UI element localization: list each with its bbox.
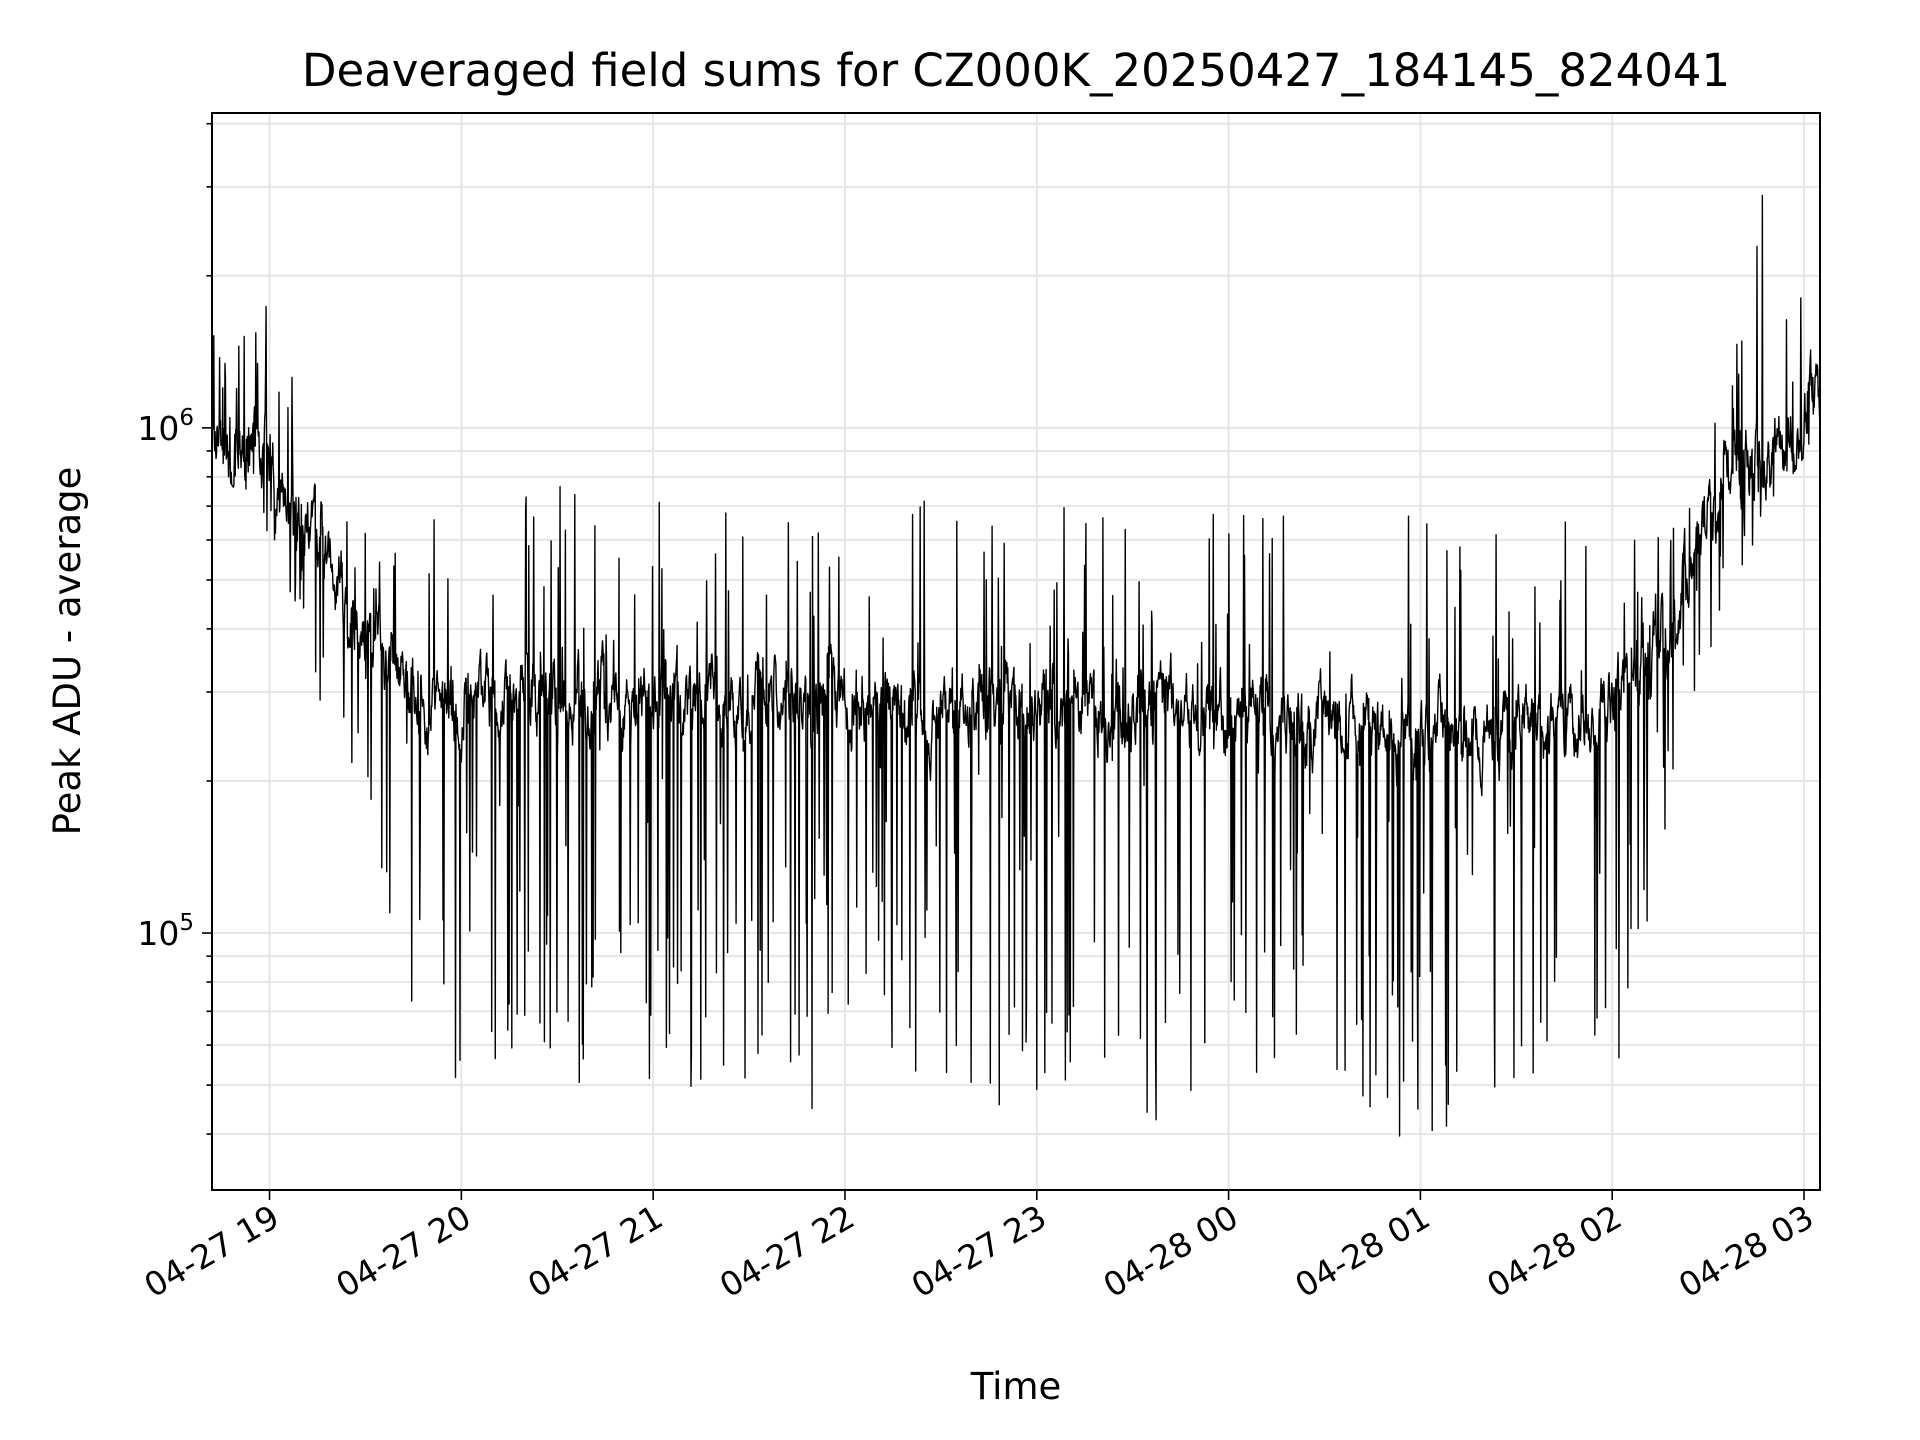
y-tick-exponent: 5 <box>179 910 194 936</box>
y-axis-label: Peak ADU - average <box>46 467 89 836</box>
y-tick-label: 105 <box>137 910 194 953</box>
series-path <box>211 194 1821 1137</box>
series-line <box>211 194 1821 1137</box>
x-axis-label: Time <box>970 1365 1062 1408</box>
y-tick-exponent: 6 <box>179 405 194 431</box>
y-tick-base: 10 <box>137 409 179 448</box>
y-tick-label: 106 <box>137 405 194 448</box>
axis-ticks <box>202 122 1805 1200</box>
chart-title: Deaveraged field sums for CZ000K_2025042… <box>302 44 1730 97</box>
y-tick-base: 10 <box>137 914 179 953</box>
plot-frame <box>211 112 1821 1191</box>
